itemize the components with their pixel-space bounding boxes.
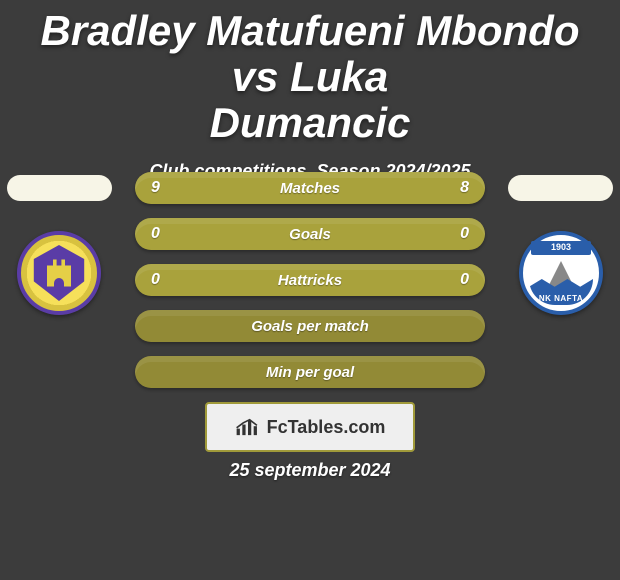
- player-pill-right: [508, 175, 613, 201]
- team-crest-left: [14, 228, 104, 318]
- stats-container: 9 Matches 8 0 Goals 0 0 Hattricks 0 Goal…: [135, 172, 485, 388]
- title-line-2: Dumancic: [210, 99, 411, 146]
- stat-label: Matches: [175, 180, 445, 197]
- stat-label: Min per goal: [151, 364, 469, 381]
- stat-right-value: 0: [445, 225, 469, 243]
- stat-right-value: 8: [445, 179, 469, 197]
- stat-left-value: 0: [151, 271, 175, 289]
- stat-label: Goals: [175, 226, 445, 243]
- team-crest-right: 1903 NK NAFTA: [516, 228, 606, 318]
- maribor-crest: [17, 231, 101, 315]
- nafta-year: 1903: [523, 242, 599, 252]
- page-title: Bradley Matufueni Mbondo vs Luka Dumanci…: [0, 0, 620, 147]
- date-text: 25 september 2024: [0, 460, 620, 481]
- stat-row-matches: 9 Matches 8: [135, 172, 485, 204]
- stat-row-goals: 0 Goals 0: [135, 218, 485, 250]
- player-pill-left: [7, 175, 112, 201]
- stat-left-value: 9: [151, 179, 175, 197]
- bars-icon: [235, 416, 261, 438]
- nafta-crest: 1903 NK NAFTA: [519, 231, 603, 315]
- nafta-label: NK NAFTA: [523, 294, 599, 303]
- title-line-1: Bradley Matufueni Mbondo vs Luka: [41, 7, 580, 100]
- stat-row-hattricks: 0 Hattricks 0: [135, 264, 485, 296]
- fctables-logo: FcTables.com: [205, 402, 415, 452]
- stat-label: Hattricks: [175, 272, 445, 289]
- logo-text: FcTables.com: [267, 417, 386, 438]
- stat-right-value: 0: [445, 271, 469, 289]
- stat-left-value: 0: [151, 225, 175, 243]
- stat-row-min-per-goal: Min per goal: [135, 356, 485, 388]
- stat-label: Goals per match: [151, 318, 469, 335]
- stat-row-goals-per-match: Goals per match: [135, 310, 485, 342]
